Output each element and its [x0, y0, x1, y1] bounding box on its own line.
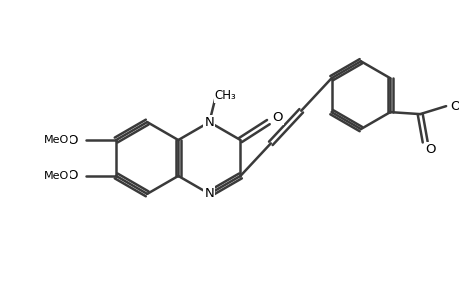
Text: O: O	[67, 134, 77, 146]
Text: O: O	[449, 100, 459, 112]
Text: O: O	[67, 169, 77, 182]
Text: CH₃: CH₃	[214, 89, 235, 102]
Text: N: N	[204, 116, 214, 129]
Text: O: O	[424, 143, 435, 157]
Text: MeO: MeO	[44, 171, 69, 181]
Text: MeO: MeO	[44, 135, 69, 145]
Text: N: N	[204, 188, 214, 200]
Text: O: O	[272, 111, 282, 124]
